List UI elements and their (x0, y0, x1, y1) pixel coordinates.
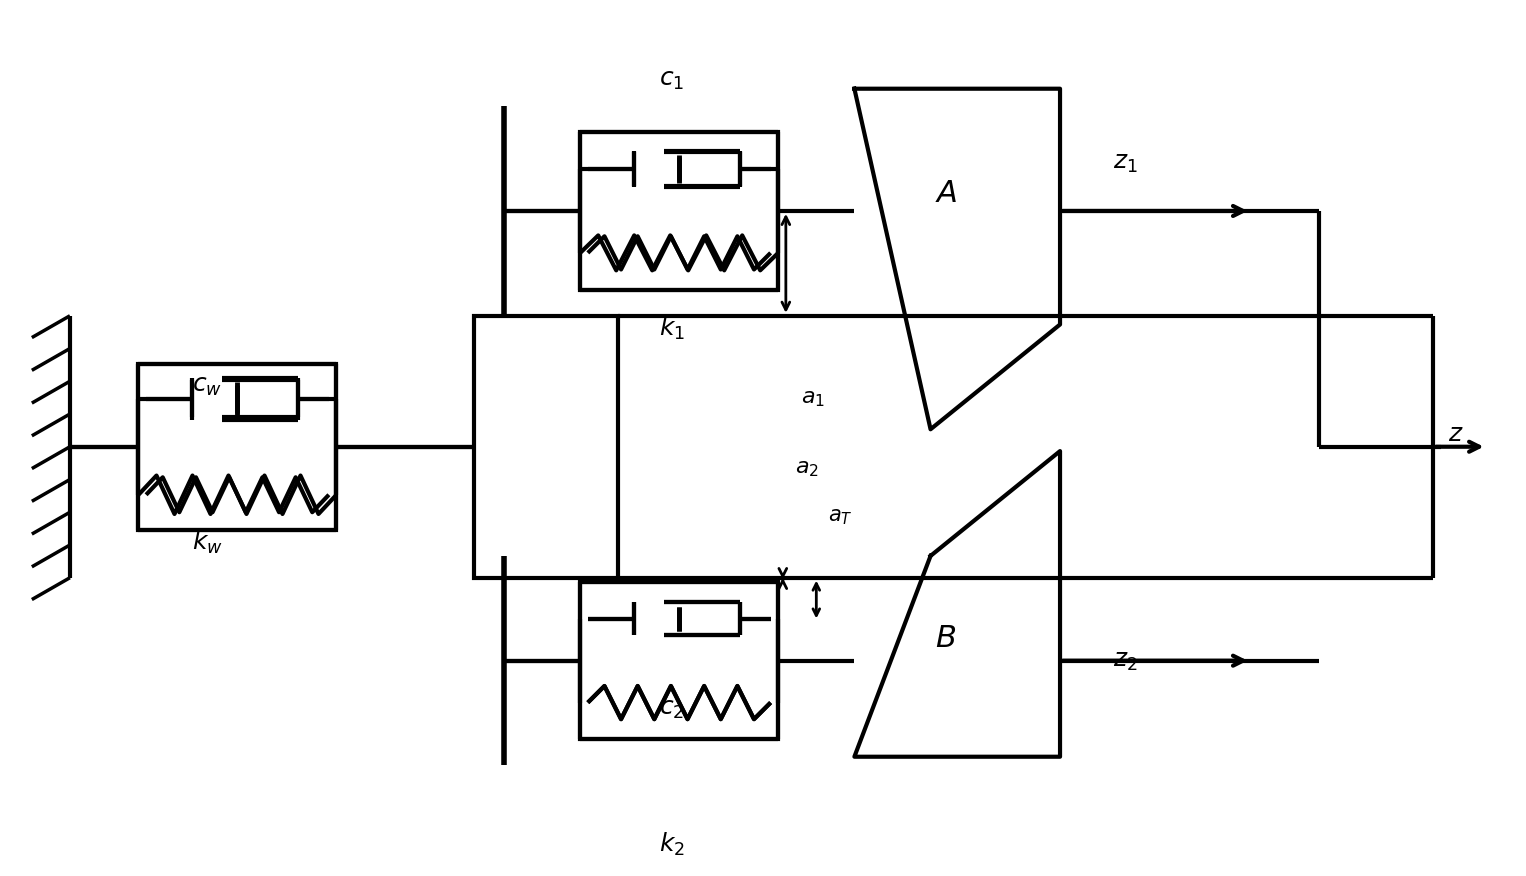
Text: $a_T$: $a_T$ (829, 506, 853, 526)
Text: $z_1$: $z_1$ (1114, 151, 1138, 175)
Text: $a_1$: $a_1$ (801, 389, 826, 409)
Text: $c_1$: $c_1$ (659, 68, 684, 92)
Text: $k_w$: $k_w$ (192, 529, 223, 556)
Text: $z$: $z$ (1448, 421, 1463, 446)
Text: $a_2$: $a_2$ (795, 458, 819, 478)
Text: $c_w$: $c_w$ (192, 373, 223, 398)
Text: $c_2$: $c_2$ (659, 696, 684, 721)
Text: $z_2$: $z_2$ (1114, 648, 1138, 673)
Text: $A$: $A$ (934, 179, 957, 208)
Text: $k_2$: $k_2$ (659, 830, 685, 858)
Bar (580, 582, 778, 739)
Text: $B$: $B$ (935, 625, 957, 653)
Bar (473, 315, 618, 577)
Bar (139, 364, 337, 530)
Bar (580, 132, 778, 290)
Text: $k_1$: $k_1$ (659, 315, 685, 343)
